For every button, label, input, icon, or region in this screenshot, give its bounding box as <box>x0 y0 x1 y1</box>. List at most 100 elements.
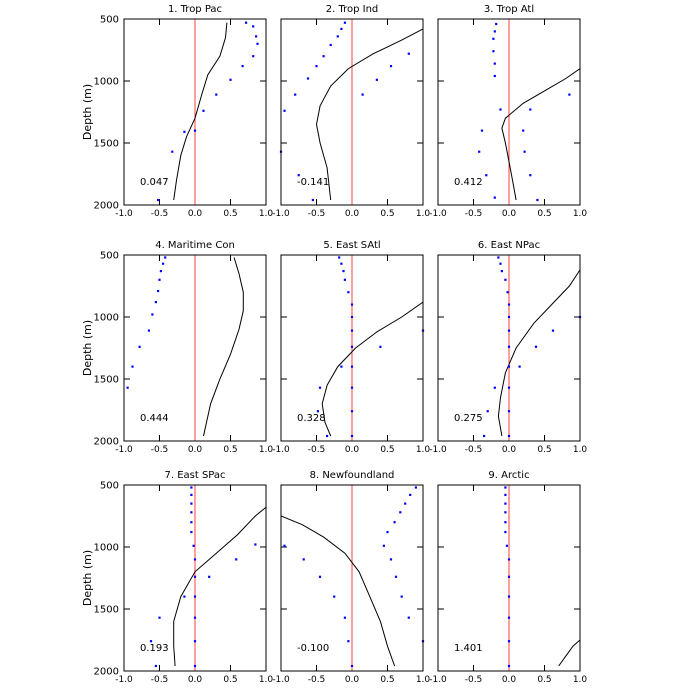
data-point <box>495 22 498 26</box>
y-tick-label: 1500 <box>94 375 119 386</box>
data-point <box>183 130 186 133</box>
panel-1: 1. Trop Pac 500 1000 1500 2000-1.0 -0.5 0.0 0.5… <box>81 4 273 219</box>
x-tick-label: -0.5 <box>308 445 326 455</box>
panel-title: 6. East NPac <box>478 240 540 251</box>
data-point <box>159 270 162 273</box>
x-tick-label: -0.5 <box>465 675 483 685</box>
data-point <box>190 493 193 496</box>
y-axis-label: Depth (m) <box>81 84 94 140</box>
data-point <box>315 65 318 68</box>
y-tick-label: 1000 <box>94 313 119 324</box>
data-point <box>480 129 484 132</box>
profile-curve <box>203 257 244 437</box>
x-tick-label: -1.0 <box>272 675 290 685</box>
x-tick-label: 0.5 <box>537 209 551 219</box>
data-point <box>171 150 174 153</box>
x-tick-label: -1.0 <box>115 209 133 219</box>
x-tick-label: 1.0 <box>573 445 588 455</box>
data-point <box>190 521 193 524</box>
data-point <box>126 386 129 389</box>
data-point <box>492 50 495 53</box>
panel-2: 2. Trop Ind -1.0 -0.5 0.0 0.5 1.0 -0.141 <box>272 4 430 219</box>
x-tick-label: 1.0 <box>573 209 588 219</box>
x-tick-label: 1.0 <box>259 675 274 685</box>
data-point <box>193 558 197 561</box>
data-point <box>342 270 345 273</box>
data-point <box>297 174 300 177</box>
data-point <box>343 616 346 619</box>
data-point <box>256 42 259 45</box>
profile-curve <box>173 506 266 667</box>
data-point <box>523 150 526 153</box>
data-point <box>361 93 364 96</box>
data-point <box>394 575 398 578</box>
data-point <box>507 616 511 619</box>
data-point <box>306 77 310 80</box>
data-point <box>326 434 329 438</box>
value-label: 0.193 <box>140 643 169 654</box>
data-point <box>340 27 343 30</box>
data-point <box>493 196 496 199</box>
x-tick-label: -1.0 <box>272 209 290 219</box>
data-point <box>375 78 378 81</box>
data-point <box>302 558 305 561</box>
x-tick-label: 1.0 <box>259 445 274 455</box>
data-point <box>400 595 403 598</box>
data-point <box>347 640 350 643</box>
panel-title: 7. East SPac <box>164 470 225 481</box>
x-tick-label: 0.5 <box>380 675 394 685</box>
panel-3: 3. Trop Atl -1.0 -0.5 0.0 0.5 1.0 0.412 <box>429 4 587 219</box>
y-tick-label: 1000 <box>94 543 119 554</box>
x-tick-label: 0.5 <box>537 445 551 455</box>
data-point <box>499 262 502 265</box>
profile-curve <box>321 301 423 437</box>
y-tick-label: 1500 <box>94 605 119 616</box>
x-tick-label: 0.5 <box>537 675 551 685</box>
x-tick-label: -1.0 <box>429 675 447 685</box>
x-tick-label: -1.0 <box>272 445 290 455</box>
data-point <box>404 502 407 505</box>
data-point <box>350 365 354 368</box>
y-tick-label: 500 <box>100 251 119 262</box>
panel-frame <box>123 254 267 442</box>
data-point <box>485 174 488 177</box>
data-point <box>192 544 195 547</box>
data-point <box>158 278 161 281</box>
panel-frame <box>123 18 267 206</box>
data-point <box>536 198 539 202</box>
data-point <box>333 595 336 598</box>
value-label: 0.328 <box>297 413 326 424</box>
panel-frame <box>437 254 581 442</box>
data-point <box>407 52 410 55</box>
y-tick-label: 1500 <box>94 139 119 150</box>
data-point <box>190 502 193 505</box>
y-tick-label: 2000 <box>94 437 119 448</box>
data-point <box>507 558 511 561</box>
data-point <box>493 74 496 78</box>
profile-curve <box>173 22 228 201</box>
x-tick-label: -1.0 <box>115 675 133 685</box>
data-point <box>507 315 511 319</box>
y-tick-label: 2000 <box>94 667 119 678</box>
data-point <box>529 174 532 177</box>
data-point <box>202 109 205 112</box>
data-point <box>393 521 396 524</box>
value-label: 0.047 <box>140 177 169 188</box>
value-label: -0.100 <box>297 643 329 654</box>
data-point <box>386 531 389 534</box>
y-tick-label: 1000 <box>94 77 119 88</box>
data-point <box>347 291 350 294</box>
data-point <box>151 313 154 316</box>
panel-6: 6. East NPac -1.0 -0.5 0.0 0.5 1.0 0.275 <box>429 240 587 455</box>
data-point <box>193 595 197 598</box>
data-point <box>504 278 507 281</box>
data-point <box>499 108 502 111</box>
data-point <box>343 278 346 281</box>
data-point <box>316 410 319 413</box>
panel-title: 1. Trop Pac <box>168 4 222 15</box>
x-tick-label: 0.0 <box>188 445 203 455</box>
data-point <box>193 664 197 668</box>
data-point <box>340 365 343 368</box>
data-point <box>193 129 197 132</box>
data-point <box>162 262 165 265</box>
